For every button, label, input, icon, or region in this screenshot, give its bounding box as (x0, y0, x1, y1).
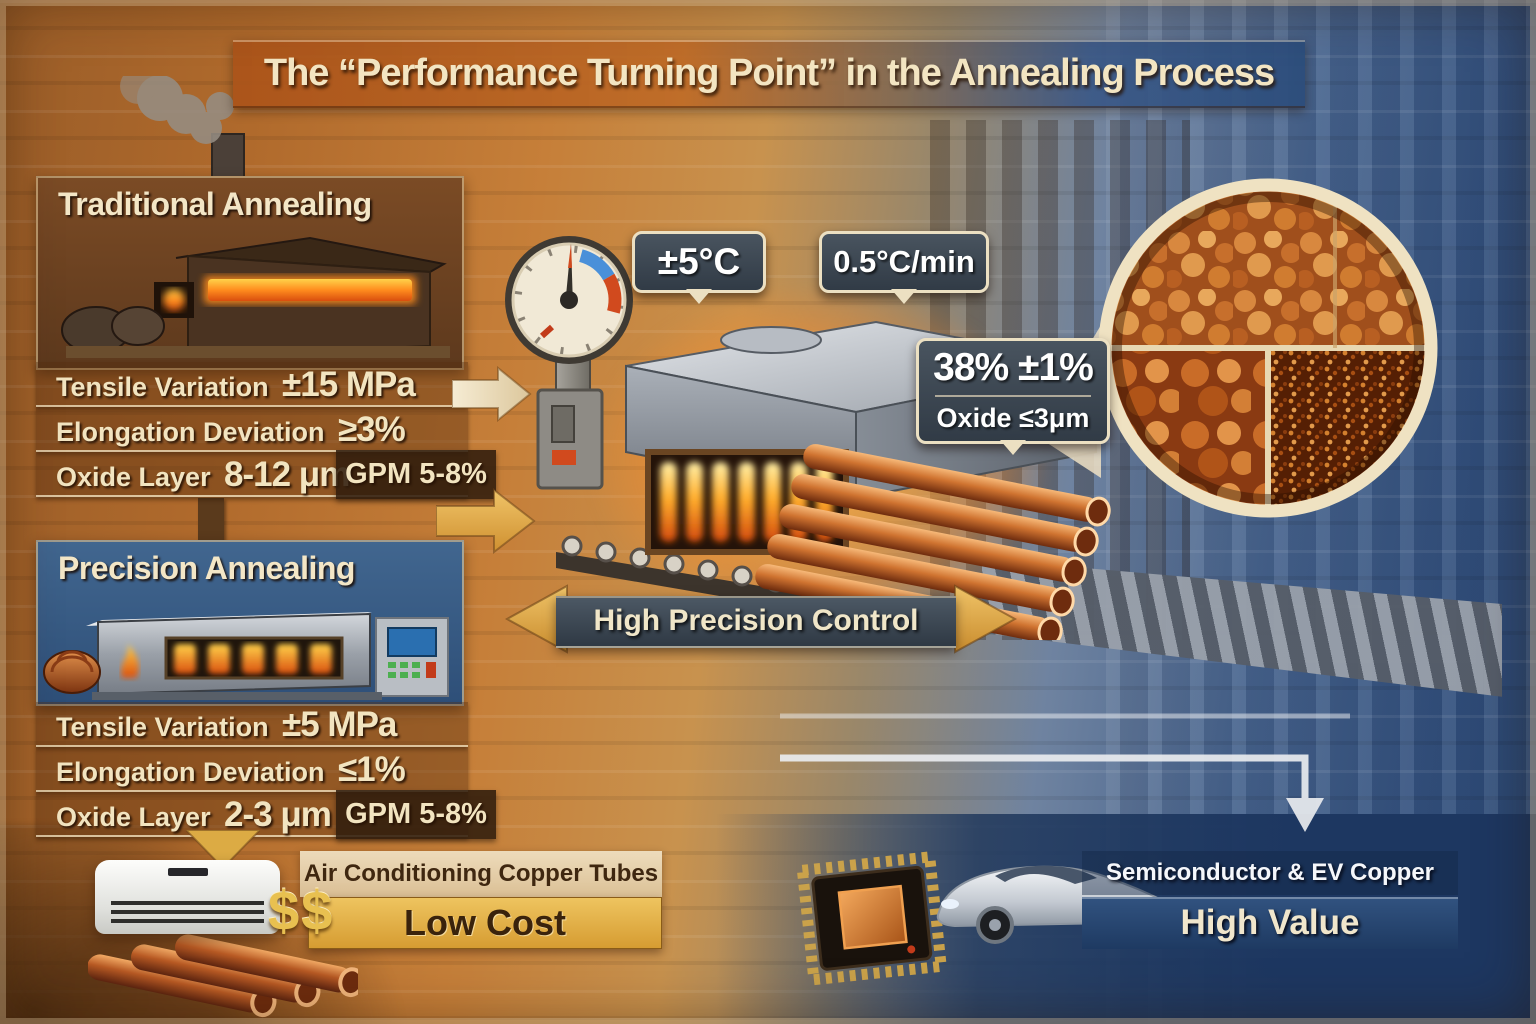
chimney-smoke-icon (120, 76, 245, 186)
precision-heading: Precision Annealing (58, 550, 355, 586)
traditional-furnace-illustration (61, 236, 450, 358)
stat-value: 8-12 μm (224, 455, 350, 494)
temperature-tolerance-badge: ±5°C (632, 231, 766, 304)
stat-value: 2-3 μm (224, 795, 332, 834)
high-end-application-title: Semiconductor & EV Copper Tubes (1082, 851, 1458, 930)
high-precision-control-banner: High Precision Control (556, 596, 956, 648)
precision-stats: Tensile Variation ±5 MPa Elongation Devi… (36, 702, 496, 839)
gpm-badge: GPM 5-8% (336, 450, 496, 499)
temperature-gauge-icon (505, 236, 633, 490)
flow-connector-arrow (780, 713, 1350, 832)
gpm-badge: GPM 5-8% (336, 790, 496, 839)
semiconductor-chip-icon (796, 850, 948, 986)
stat-row-tensile: Tensile Variation ±5 MPa (36, 702, 468, 747)
traditional-stats: Tensile Variation ±15 MPa Elongation Dev… (36, 362, 496, 499)
precision-furnace-illustration (43, 612, 449, 700)
ac-display (167, 868, 208, 876)
page-title: The “Performance Turning Point” in the A… (263, 52, 1275, 94)
stat-label: Tensile Variation (56, 372, 269, 402)
stat-row-tensile: Tensile Variation ±15 MPa (36, 362, 468, 407)
precision-annealing-panel: Precision Annealing (36, 540, 464, 706)
low-end-application-title: Air Conditioning Copper Tubes (300, 851, 662, 897)
ramp-rate-value: 0.5°C/min (833, 244, 975, 279)
cost-symbols: $$ (268, 879, 335, 942)
stat-label: Tensile Variation (56, 712, 269, 742)
panel-connector (198, 498, 224, 544)
traditional-heading: Traditional Annealing (58, 186, 372, 222)
low-cost-label: Low Cost (308, 897, 662, 949)
arrow-right-icon (452, 366, 532, 422)
elongation-result-value: 38% ±1% (933, 346, 1094, 389)
stat-label: Elongation Deviation (56, 417, 325, 447)
oxide-result-value: Oxide ≤3μm (936, 403, 1090, 433)
stat-row-elongation: Elongation Deviation ≥3% (36, 407, 468, 452)
arrow-right-gold-icon (436, 488, 536, 554)
stat-value: ±5 MPa (282, 705, 397, 744)
stat-row-oxide: Oxide Layer 8-12 μm GPM 5-8% (36, 450, 496, 499)
result-badge: 38% ±1% Oxide ≤3μm (916, 338, 1110, 455)
copper-tubes-icon (88, 934, 358, 1018)
banner-label: High Precision Control (593, 604, 919, 637)
stat-value: ≤1% (337, 750, 406, 789)
traditional-annealing-panel: Traditional Annealing (36, 176, 464, 370)
arrow-down-gold-icon (186, 830, 260, 870)
ramp-rate-badge: 0.5°C/min (819, 231, 989, 304)
temperature-tolerance-value: ±5°C (657, 241, 741, 282)
stat-label: Elongation Deviation (56, 757, 325, 787)
high-value-label: High Value (1082, 897, 1458, 949)
title-band: The “Performance Turning Point” in the A… (233, 40, 1305, 108)
badge-divider (935, 395, 1091, 397)
stat-value: ≥3% (337, 410, 406, 449)
stat-label: Oxide Layer (56, 462, 211, 492)
ac-vents (111, 901, 264, 925)
stat-row-elongation: Elongation Deviation ≤1% (36, 747, 468, 792)
air-conditioner-icon (95, 860, 280, 934)
stat-value: ±15 MPa (282, 365, 416, 404)
stat-label: Oxide Layer (56, 802, 211, 832)
